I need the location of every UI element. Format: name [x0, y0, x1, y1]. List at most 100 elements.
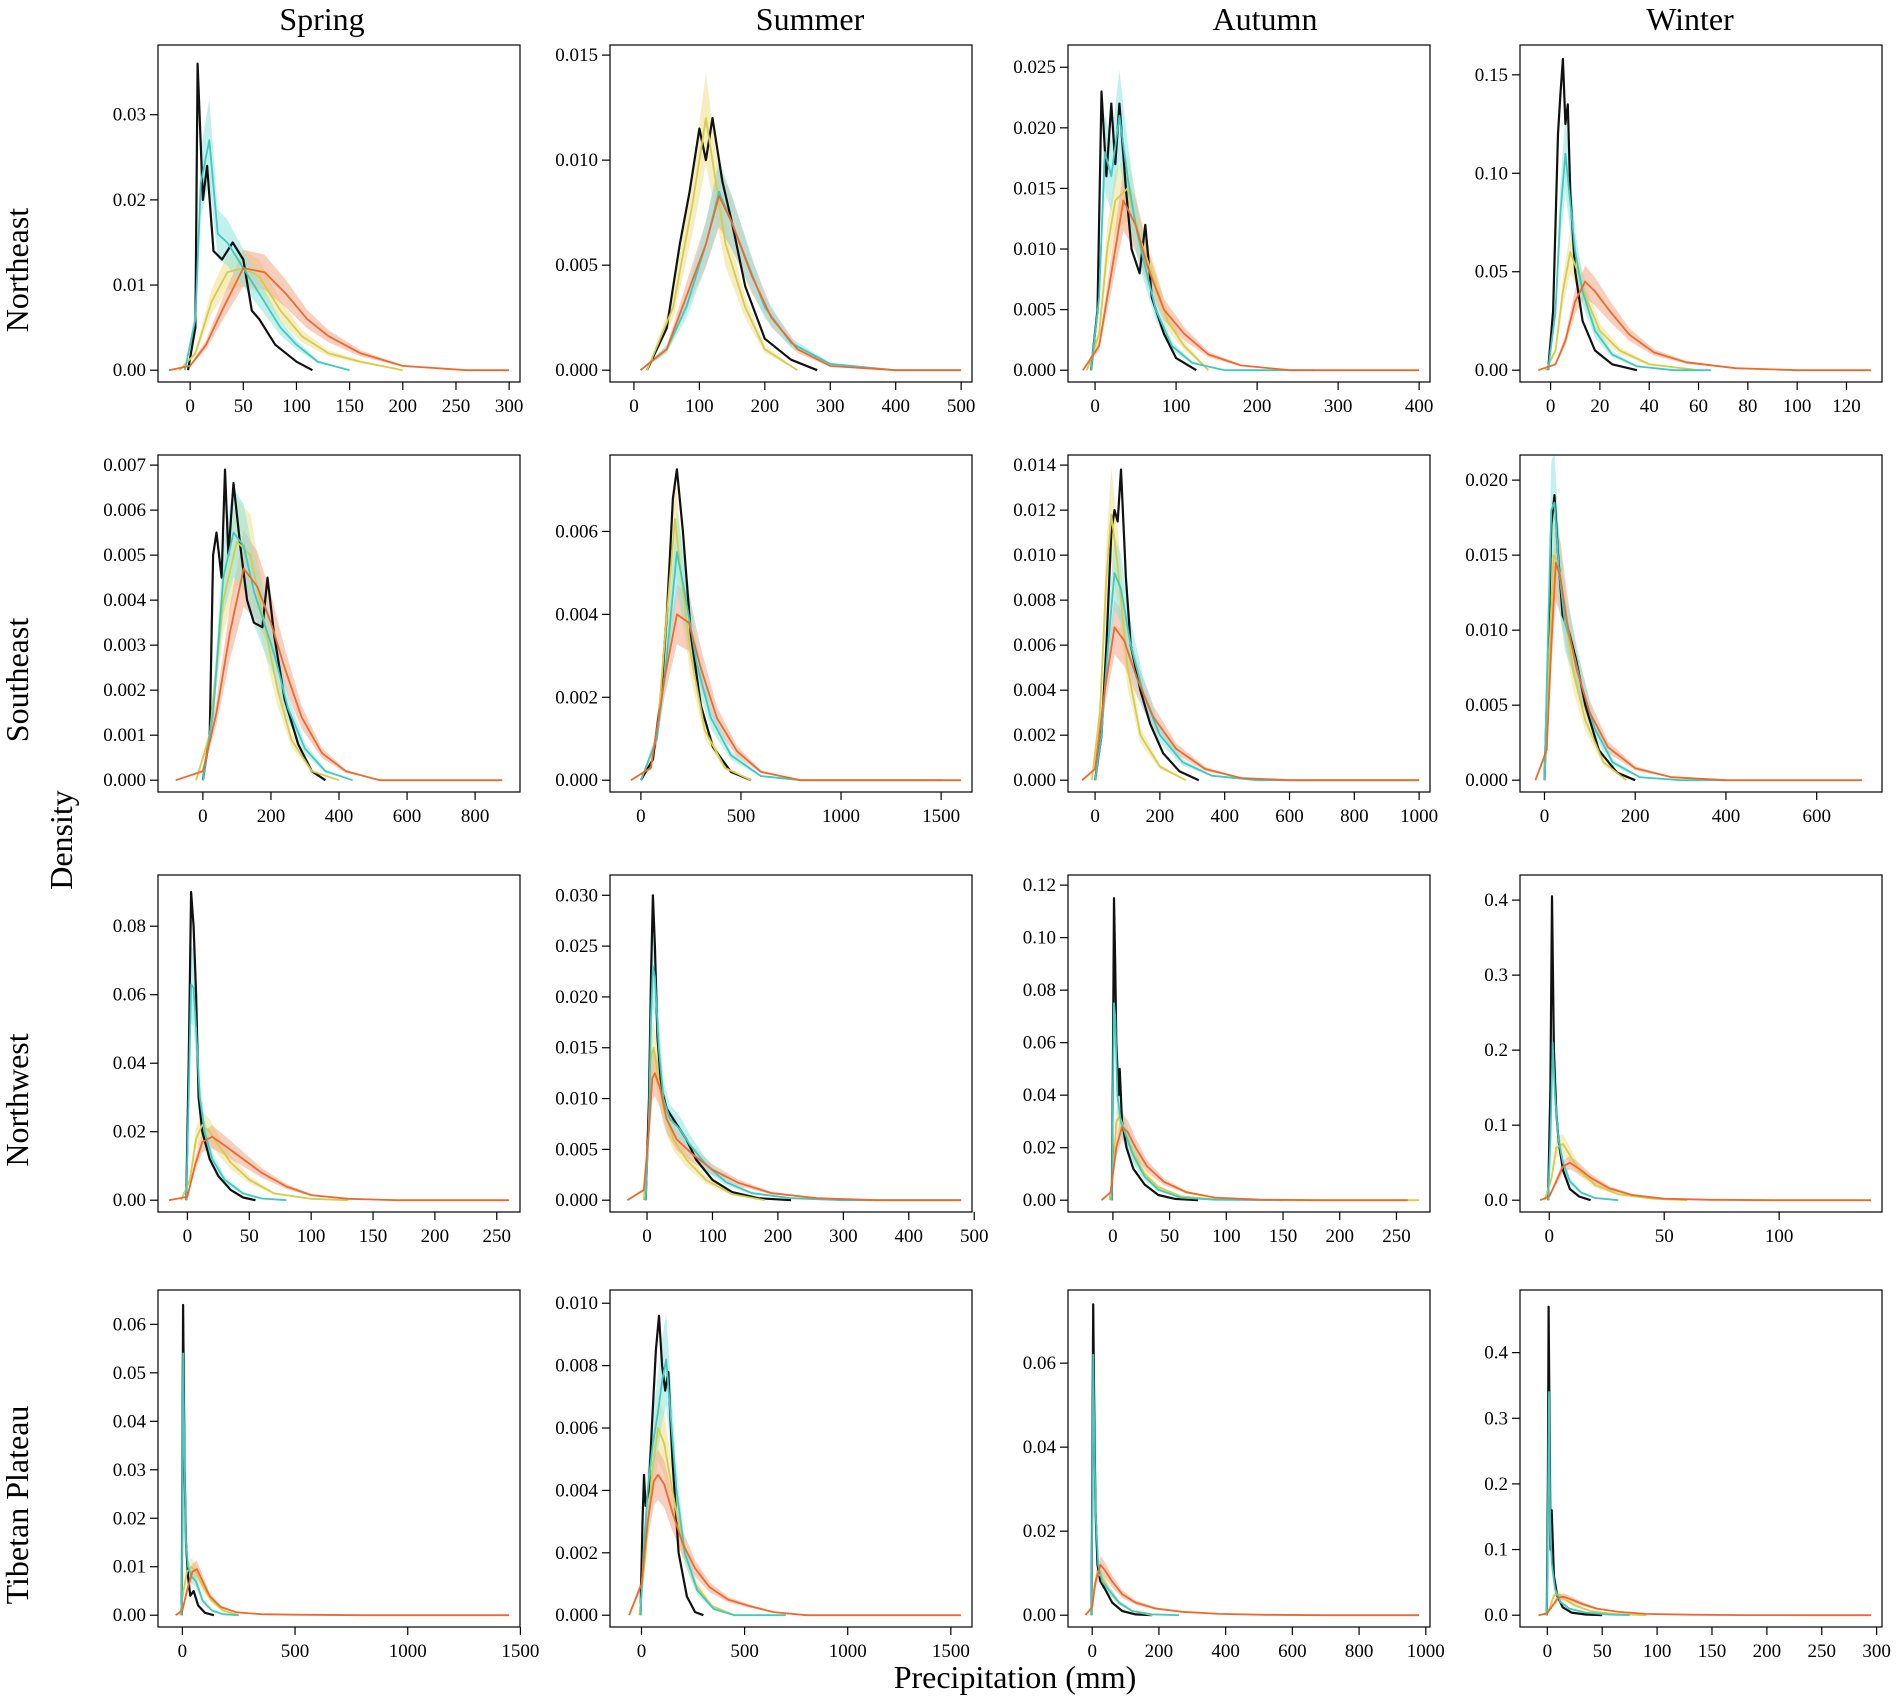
plot-area — [1084, 1303, 1420, 1617]
band-cyan-southeast-spring — [202, 488, 353, 781]
x-tick-label: 200 — [1753, 1641, 1782, 1662]
series-line-obs-tibetan-plateau-autumn — [1090, 1303, 1153, 1617]
y-tick-label: 0.1 — [1484, 1540, 1508, 1561]
series-line-obs-southeast-autumn — [1094, 468, 1200, 782]
plot-area — [1538, 57, 1872, 372]
y-tick-label: 0.002 — [555, 1543, 598, 1564]
y-tick-label: 0.02 — [1023, 1138, 1056, 1159]
series-line-cyan-tibetan-plateau-summer — [639, 1358, 786, 1617]
y-tick-label: 0.010 — [1013, 239, 1056, 260]
band-orange-tibetan-plateau-autumn — [1085, 1555, 1420, 1616]
y-tick-label: 0.03 — [113, 1460, 146, 1481]
y-tick-label: 0.01 — [113, 275, 146, 296]
x-tick-label: 1000 — [829, 1641, 867, 1662]
y-tick-label: 0.020 — [1465, 470, 1508, 491]
series-line-yellow-northwest-winter — [1543, 1143, 1688, 1202]
series-line-cyan-northwest-autumn — [1110, 1002, 1284, 1202]
x-tick-label: 200 — [764, 1226, 793, 1247]
series-line-yellow-southeast-autumn — [1090, 513, 1187, 781]
panel-northeast-spring: 0 50 100 150 200 250 300 0.00 0.01 0.02 0.03 — [113, 44, 523, 417]
x-tick-label: 300 — [816, 396, 845, 417]
band-orange-southeast-summer — [630, 584, 962, 781]
y-tick-label: 0.005 — [103, 545, 146, 566]
x-tick-label: 0 — [1087, 1641, 1097, 1662]
panel-frame — [157, 1289, 521, 1628]
y-tick-label: 0.04 — [113, 1053, 147, 1074]
panel-northeast-autumn: 0 100 200 300 400 0.000 0.005 0.010 0.015 0.020 0.… — [1013, 44, 1433, 417]
x-tick-label: 0 — [183, 1226, 193, 1247]
x-tick-label: 500 — [730, 1641, 759, 1662]
x-tick-label: 500 — [281, 1641, 310, 1662]
y-tick-label: 0.015 — [555, 45, 598, 66]
series-line-obs-tibetan-plateau-winter — [1545, 1305, 1603, 1617]
panel-frame — [1067, 44, 1431, 383]
y-tick-label: 0.014 — [1013, 455, 1056, 476]
y-tick-label: 0.004 — [555, 604, 598, 625]
x-tick-label: 1500 — [932, 1641, 970, 1662]
x-tick-label: 100 — [1162, 396, 1191, 417]
series-line-cyan-northeast-autumn — [1090, 114, 1314, 372]
x-tick-label: 250 — [1807, 1641, 1836, 1662]
x-tick-label: 600 — [1278, 1641, 1307, 1662]
y-tick-label: 0.01 — [113, 1557, 146, 1578]
y-axis-title: Density — [43, 790, 79, 890]
x-tick-label: 300 — [829, 1226, 858, 1247]
series-line-cyan-northeast-spring — [183, 139, 350, 372]
band-cyan-northwest-autumn — [1111, 967, 1283, 1201]
x-tick-label: 0 — [642, 1226, 652, 1247]
panel-frame — [1519, 874, 1883, 1213]
x-tick-label: 150 — [335, 396, 364, 417]
y-tick-label: 0.12 — [1023, 875, 1056, 896]
plot-area — [639, 72, 962, 372]
row-title-northeast: Northeast — [0, 208, 35, 333]
y-tick-label: 0.005 — [555, 1139, 598, 1160]
x-tick-label: 100 — [1765, 1226, 1794, 1247]
panel-frame — [1519, 1289, 1883, 1628]
x-tick-label: 0 — [1090, 396, 1100, 417]
y-tick-label: 0.06 — [1023, 1033, 1056, 1054]
band-orange-southeast-winter — [1535, 523, 1863, 781]
series-line-orange-northeast-summer — [639, 195, 962, 372]
y-tick-label: 0.006 — [555, 521, 598, 542]
y-tick-label: 0.025 — [555, 936, 598, 957]
band-yellow-tibetan-plateau-summer — [639, 1394, 735, 1616]
x-tick-label: 50 — [234, 396, 253, 417]
x-tick-label: 200 — [1146, 806, 1175, 827]
y-tick-label: 0.003 — [103, 635, 146, 656]
x-tick-label: 50 — [1160, 1226, 1179, 1247]
x-tick-label: 50 — [1593, 1641, 1612, 1662]
panel-frame — [609, 874, 973, 1213]
series-line-obs-northwest-spring — [185, 890, 256, 1202]
series-line-obs-northwest-autumn — [1110, 897, 1199, 1202]
x-tick-label: 150 — [1698, 1641, 1727, 1662]
x-tick-label: 0 — [1540, 806, 1550, 827]
series-line-orange-tibetan-plateau-spring — [175, 1568, 510, 1617]
plot-area — [626, 894, 962, 1202]
x-tick-label: 600 — [393, 806, 422, 827]
panel-tibetan-plateau-autumn: 0 200 400 600 800 1000 0.00 0.02 0.04 0.06 — [1023, 1289, 1445, 1662]
x-tick-label: 50 — [1655, 1226, 1674, 1247]
x-tick-label: 200 — [1621, 806, 1650, 827]
series-line-obs-northeast-winter — [1547, 57, 1638, 372]
band-orange-tibetan-plateau-summer — [629, 1449, 962, 1616]
plot-area — [175, 1303, 510, 1617]
y-tick-label: 0.00 — [113, 1190, 146, 1211]
row-title-tibetan-plateau: Tibetan Plateau — [0, 1406, 35, 1605]
x-tick-label: 100 — [1783, 396, 1812, 417]
y-tick-label: 0.005 — [1013, 300, 1056, 321]
y-tick-label: 0.04 — [1023, 1085, 1057, 1106]
y-tick-label: 0.04 — [113, 1411, 147, 1432]
y-tick-label: 0.04 — [1023, 1437, 1057, 1458]
x-tick-label: 200 — [751, 396, 780, 417]
x-tick-label: 1000 — [1407, 1641, 1445, 1662]
series-line-orange-southeast-summer — [630, 613, 962, 782]
series-line-cyan-tibetan-plateau-spring — [180, 1352, 239, 1617]
x-tick-label: 200 — [1145, 1641, 1174, 1662]
x-tick-label: 60 — [1689, 396, 1708, 417]
panel-frame — [1067, 1289, 1431, 1628]
y-tick-label: 0.06 — [113, 1314, 146, 1335]
y-tick-label: 0.020 — [555, 987, 598, 1008]
band-cyan-southeast-winter — [1544, 455, 1726, 781]
y-tick-label: 0.000 — [555, 1605, 598, 1626]
